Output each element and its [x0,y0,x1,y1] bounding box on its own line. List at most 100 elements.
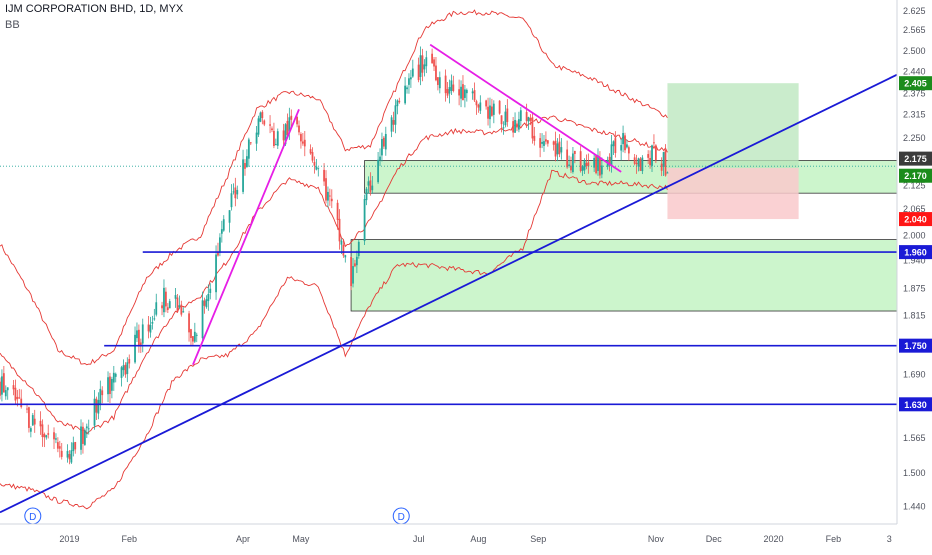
candle [452,75,455,93]
candle [492,100,495,124]
y-tick-label: 2.625 [903,6,926,16]
candle [572,147,574,174]
candle-body [155,302,158,315]
candle [506,99,509,127]
candle [110,376,113,399]
candle [392,111,395,132]
candle [195,332,198,343]
candle-body [436,77,439,85]
candle-body [192,336,194,342]
candle [147,316,150,339]
candle-body [0,381,1,396]
candle-body [99,388,102,404]
candle [114,372,117,383]
candle [498,100,501,115]
candle-body [666,172,669,174]
candle [581,164,584,176]
position-stop-zone [667,168,799,220]
price-badge-label: 1.750 [904,341,927,351]
candle-body [124,364,127,375]
candle-body [411,68,414,77]
price-badge-label: 2.405 [904,79,927,89]
candle [545,131,547,145]
price-badge: 2.170 [899,168,932,183]
x-tick-label: 2020 [764,534,784,544]
candle-body [458,89,461,96]
candle-body [431,53,434,64]
candle [300,132,302,149]
candle [417,57,420,83]
candle [600,157,603,179]
candle [174,288,177,308]
candle-body [500,115,503,125]
candle-body [519,110,522,122]
price-badge-bg [899,212,932,227]
candle-body [31,415,34,426]
candle [273,122,275,149]
candle [244,159,246,176]
candle-body [543,141,545,146]
y-tick-label: 2.440 [903,66,926,76]
candle-body [87,428,90,430]
candle-body [261,111,264,119]
price-badge-label: 2.170 [904,171,927,181]
candle-body [487,106,489,119]
candle-body [344,255,347,258]
candle-body [502,127,505,129]
candle-body [122,365,125,371]
candle-body [296,116,298,125]
candle [53,427,55,450]
candle-body [151,322,154,324]
candle-body [662,152,665,167]
candle-body [301,141,304,144]
candle [406,85,408,94]
candle [543,135,545,152]
candle-body [489,105,491,120]
indicator-label[interactable]: BB [5,19,20,31]
candle-body [463,89,466,98]
candle-body [95,398,98,413]
candle [74,441,77,454]
candle [608,153,611,172]
candle [249,142,252,146]
candle [637,157,640,172]
candle [566,140,569,169]
magenta-up-trendline [192,109,300,366]
candle [573,150,576,164]
candle-body [423,64,426,70]
price-badge: 2.040 [899,212,932,227]
candle-body [107,377,109,395]
candle-body [220,229,223,234]
candle-body [74,441,77,450]
candle [257,115,260,138]
candle [95,396,98,420]
candle-body [641,157,644,172]
candle-body [573,150,576,154]
candle [149,316,152,338]
candle-body [234,187,237,199]
candle-body [612,141,615,147]
x-tick-label: 3 [887,534,892,544]
candle-body [608,156,611,166]
candle-body [201,300,204,339]
candle [394,99,397,134]
candle [570,156,572,174]
candle-body [438,77,441,89]
candle [192,336,194,345]
candle-body [109,376,111,395]
candle [166,303,169,313]
price-badge-bg [899,168,932,183]
candle-body [653,142,655,144]
candle-body [83,430,86,445]
candle-body [72,442,75,452]
y-tick-label: 1.500 [903,468,926,478]
candle [41,419,44,447]
candle [560,138,563,160]
candle [83,428,86,446]
candle [313,156,316,174]
candle [261,110,264,125]
x-tick-label: Jul [413,534,425,544]
y-tick-label: 2.565 [903,25,926,35]
